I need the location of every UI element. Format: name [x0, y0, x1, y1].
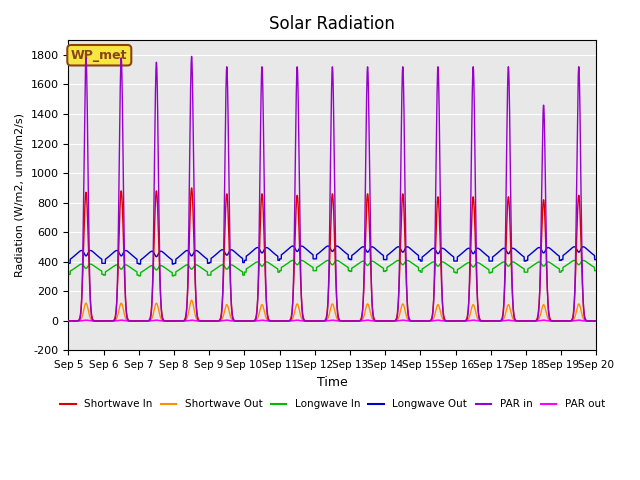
X-axis label: Time: Time — [317, 376, 348, 389]
Y-axis label: Radiation (W/m2, umol/m2/s): Radiation (W/m2, umol/m2/s) — [15, 113, 25, 277]
Title: Solar Radiation: Solar Radiation — [269, 15, 396, 33]
Text: WP_met: WP_met — [71, 49, 127, 62]
Legend: Shortwave In, Shortwave Out, Longwave In, Longwave Out, PAR in, PAR out: Shortwave In, Shortwave Out, Longwave In… — [56, 395, 609, 414]
